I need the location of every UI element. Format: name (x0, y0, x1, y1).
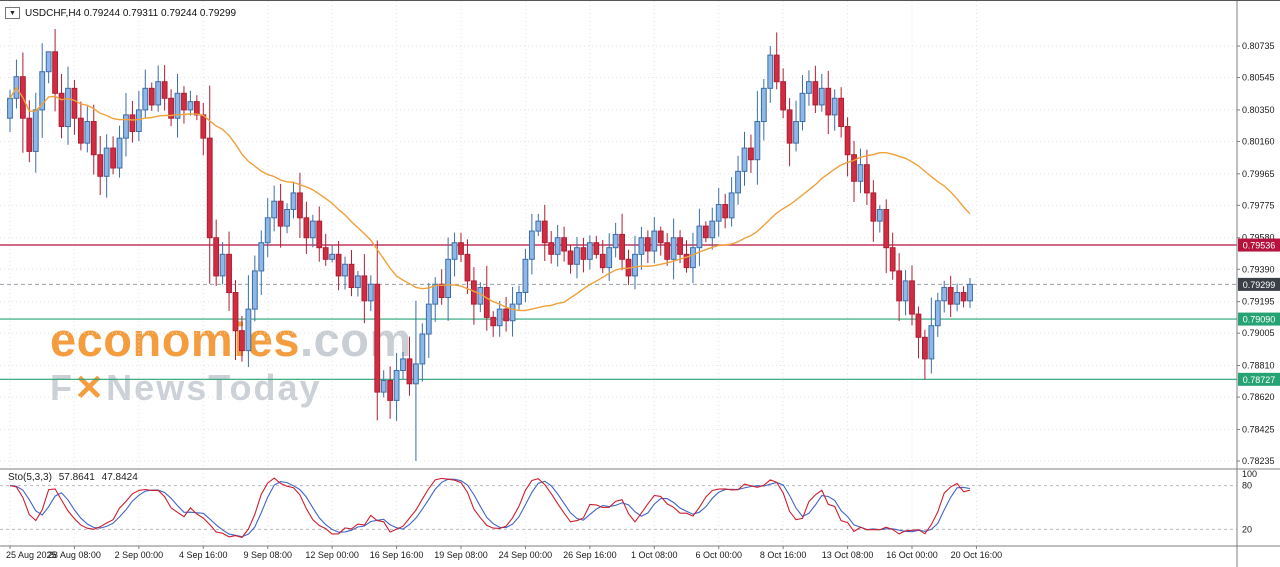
svg-text:0.78620: 0.78620 (1242, 392, 1275, 402)
collapse-toggle[interactable]: ▼ (5, 7, 20, 19)
stochastic-name: Sto(5,3,3) (8, 472, 52, 483)
stochastic-panel: 100 80 20 (0, 469, 1257, 539)
svg-text:2 Sep 00:00: 2 Sep 00:00 (115, 550, 164, 560)
svg-text:16 Oct 00:00: 16 Oct 00:00 (886, 550, 938, 560)
triangle-down-icon: ▼ (9, 9, 16, 17)
svg-text:0.79195: 0.79195 (1242, 297, 1275, 307)
svg-text:26 Sep 16:00: 26 Sep 16:00 (563, 550, 617, 560)
svg-text:13 Oct 08:00: 13 Oct 08:00 (822, 550, 874, 560)
candles-layer[interactable] (7, 29, 973, 461)
svg-text:0.79775: 0.79775 (1242, 200, 1275, 210)
watermark-line1: economies.com (50, 315, 412, 364)
svg-text:0.79580: 0.79580 (1242, 233, 1275, 243)
svg-text:0.79390: 0.79390 (1242, 264, 1275, 274)
price-axis[interactable]: 0.80735 0.80545 0.80350 0.80160 0.79965 0.797… (1237, 41, 1280, 466)
ma-line (9, 86, 971, 312)
svg-text:20: 20 (1242, 524, 1252, 534)
svg-text:6 Oct 00:00: 6 Oct 00:00 (695, 550, 742, 560)
svg-text:0.78425: 0.78425 (1242, 424, 1275, 434)
svg-text:0.79299: 0.79299 (1243, 280, 1276, 290)
svg-text:1 Oct 08:00: 1 Oct 08:00 (631, 550, 678, 560)
watermark-line2: F✕NewsToday (50, 367, 322, 409)
svg-text:100: 100 (1242, 469, 1257, 479)
watermark-x-icon: ✕ (74, 367, 107, 409)
svg-text:19 Sep 08:00: 19 Sep 08:00 (434, 550, 488, 560)
svg-text:28 Aug 08:00: 28 Aug 08:00 (48, 550, 101, 560)
watermark: economies.com F✕NewsToday (50, 315, 412, 407)
svg-text:8 Oct 16:00: 8 Oct 16:00 (760, 550, 807, 560)
svg-text:0.79005: 0.79005 (1242, 328, 1275, 338)
svg-text:9 Sep 08:00: 9 Sep 08:00 (243, 550, 292, 560)
svg-text:20 Oct 16:00: 20 Oct 16:00 (951, 550, 1003, 560)
symbol-ohlc-readout: ▼ USDCHF,H4 0.79244 0.79311 0.79244 0.79… (5, 7, 236, 19)
stochastic-main-value: 57.8641 (58, 472, 95, 483)
svg-text:0.79090: 0.79090 (1243, 315, 1276, 325)
svg-text:0.80350: 0.80350 (1242, 105, 1275, 115)
svg-text:25 Aug 2025: 25 Aug 2025 (6, 550, 57, 560)
watermark-tld: .com (300, 313, 412, 366)
svg-text:0.79536: 0.79536 (1243, 241, 1276, 251)
svg-text:16 Sep 16:00: 16 Sep 16:00 (370, 550, 424, 560)
svg-text:0.80735: 0.80735 (1242, 41, 1275, 51)
svg-text:0.80160: 0.80160 (1242, 136, 1275, 146)
svg-text:4 Sep 16:00: 4 Sep 16:00 (179, 550, 228, 560)
stochastic-signal-value: 47.8424 (101, 472, 138, 483)
svg-text:0.78810: 0.78810 (1242, 361, 1275, 371)
svg-text:0.79965: 0.79965 (1242, 169, 1275, 179)
svg-text:80: 80 (1242, 481, 1252, 491)
svg-text:0.78727: 0.78727 (1243, 375, 1276, 385)
svg-text:12 Sep 00:00: 12 Sep 00:00 (305, 550, 359, 560)
level-lines-layer (0, 244, 1237, 380)
svg-text:0.80545: 0.80545 (1242, 73, 1275, 83)
grid-layer (0, 1, 1237, 546)
stochastic-label: Sto(5,3,3) 57.8641 47.8424 (8, 472, 142, 483)
svg-text:24 Sep 00:00: 24 Sep 00:00 (499, 550, 553, 560)
watermark-brand: economies (50, 313, 301, 366)
svg-text:0.78235: 0.78235 (1242, 456, 1275, 466)
symbol-ohlc-text: USDCHF,H4 0.79244 0.79311 0.79244 0.7929… (25, 7, 237, 19)
